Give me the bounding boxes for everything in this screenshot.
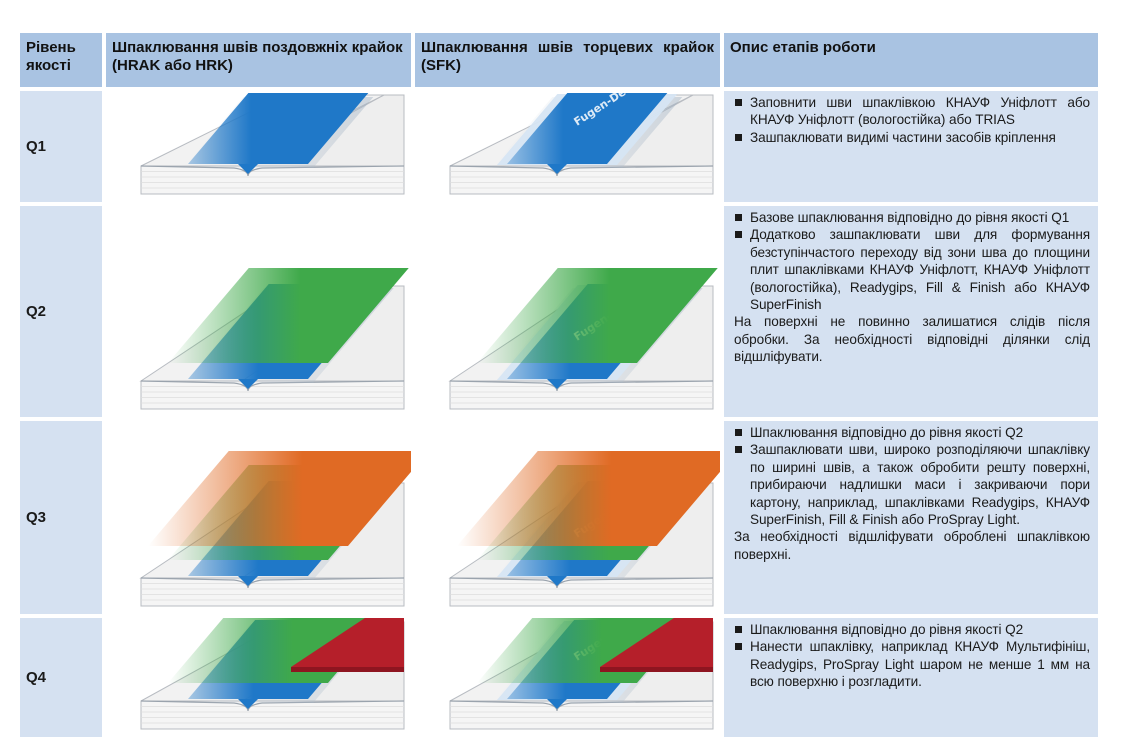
header-end-edges: Шпаклювання швів торцевих крайок (SFK): [415, 33, 720, 87]
list-item: Шпаклювання відповідно до рівня якості Q…: [734, 424, 1090, 441]
illustration-svg: Fugen-Deckstreifen: [449, 91, 714, 195]
illustration-svg: [139, 268, 409, 410]
list-item: Заповнити шви шпаклівкою КНАУФ Уніфлотт …: [734, 94, 1090, 129]
list-item: Нанести шпаклівку, наприклад КНАУФ Мульт…: [734, 638, 1090, 690]
end-edge-illustration-q4: Fugen-Deckstreifen: [415, 618, 720, 737]
description-note: За необхідності відшліфувати оброблені ш…: [734, 529, 1090, 562]
header-level: Рівень якості: [20, 33, 102, 87]
long-edge-illustration-q1: [106, 91, 411, 202]
level-label: Q3: [20, 421, 102, 614]
header-long-edges: Шпаклювання швів поздовжніх крайок (HRAK…: [106, 33, 411, 87]
list-item: Зашпаклювати видимі частини засобів кріп…: [734, 129, 1090, 146]
header-description: Опис етапів роботи: [724, 33, 1098, 87]
description-q4: Шпаклювання відповідно до рівня якості Q…: [724, 618, 1098, 737]
illustration-svg: [140, 618, 405, 730]
description-q2: Базове шпаклювання відповідно до рівня я…: [724, 206, 1098, 417]
level-label: Q2: [20, 206, 102, 417]
illustration-svg: Fugen-Deckstreifen: [448, 266, 718, 410]
quality-levels-table: Рівень якості Шпаклювання швів поздовжні…: [20, 33, 1098, 737]
list-item: Додатково зашпаклювати шви для формуванн…: [734, 226, 1090, 313]
level-label: Q4: [20, 618, 102, 737]
list-item: Базове шпаклювання відповідно до рівня я…: [734, 209, 1090, 226]
long-edge-illustration-q2: [106, 206, 411, 417]
long-edge-illustration-q4: [106, 618, 411, 737]
long-edge-illustration-q3: [106, 421, 411, 614]
description-note: На поверхні не повинно залишатися слідів…: [734, 314, 1090, 365]
end-edge-illustration-q2: Fugen-Deckstreifen: [415, 206, 720, 417]
illustration-svg: Fugen-Deckstreifen: [449, 618, 714, 730]
illustration-svg: [139, 451, 411, 607]
end-edge-illustration-q1: Fugen-Deckstreifen: [415, 91, 720, 202]
description-q1: Заповнити шви шпаклівкою КНАУФ Уніфлотт …: [724, 91, 1098, 202]
list-item: Шпаклювання відповідно до рівня якості Q…: [734, 621, 1090, 638]
end-edge-illustration-q3: Fugen-Deckstreifen: [415, 421, 720, 614]
illustration-svg: [140, 93, 405, 195]
description-q3: Шпаклювання відповідно до рівня якості Q…: [724, 421, 1098, 614]
list-item: Зашпаклювати шви, широко розподіляючи шп…: [734, 441, 1090, 528]
level-label: Q1: [20, 91, 102, 202]
illustration-svg: Fugen-Deckstreifen: [448, 451, 720, 607]
